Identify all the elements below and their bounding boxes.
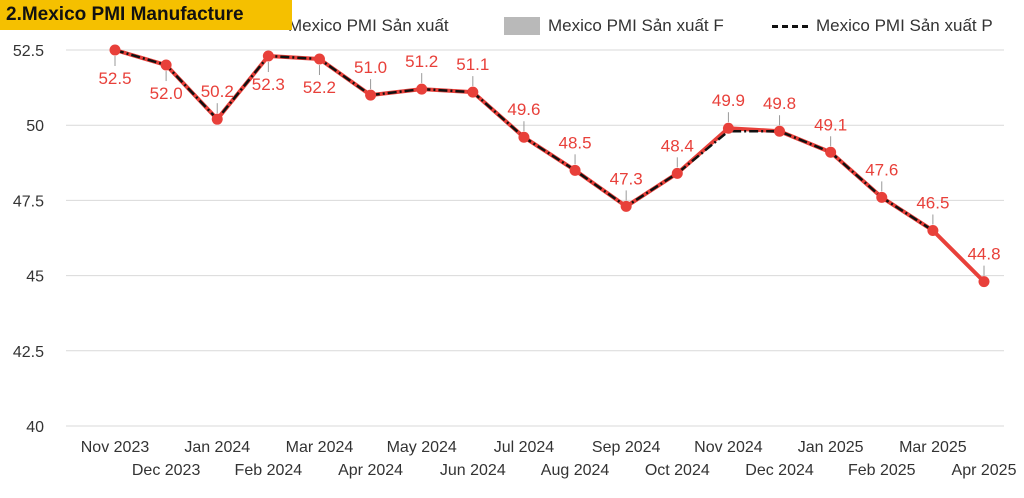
x-tick-label: Sep 2024 <box>592 439 661 456</box>
series-lines <box>109 44 990 288</box>
legend-label: Mexico PMI Sản xuất P <box>816 16 993 35</box>
y-axis-ticks: 52.5 50 47.5 45 42.5 40 <box>13 43 44 436</box>
data-label: 51.1 <box>456 55 489 74</box>
data-point <box>569 164 581 176</box>
chart-title: 2.Mexico PMI Manufacture <box>0 0 292 30</box>
data-point <box>262 50 274 62</box>
x-tick-label: Feb 2024 <box>235 462 303 479</box>
legend-dash-icon <box>772 24 808 28</box>
y-tick-label: 50 <box>26 118 44 135</box>
x-tick-label: Dec 2023 <box>132 462 201 479</box>
gridlines <box>66 49 1004 427</box>
data-label: 51.0 <box>354 58 387 77</box>
data-label: 44.8 <box>967 245 1000 264</box>
data-point <box>825 146 837 158</box>
data-label: 48.4 <box>661 136 694 155</box>
data-point <box>722 122 734 134</box>
data-label: 52.5 <box>98 69 131 88</box>
x-tick-label: Dec 2024 <box>745 462 814 479</box>
x-tick-label: Apr 2024 <box>338 462 403 479</box>
y-tick-label: 40 <box>26 419 44 436</box>
data-point <box>978 276 990 288</box>
data-point <box>927 224 939 236</box>
data-point <box>620 200 632 212</box>
data-label: 52.0 <box>150 84 183 103</box>
data-point <box>416 83 428 95</box>
data-labels: 52.5 52.0 50.2 52.3 52.2 51.0 51.2 51.1 49.6 48.5… <box>98 52 1001 276</box>
legend-item-previous[interactable]: Mexico PMI Sản xuất P <box>772 16 993 36</box>
x-tick-label: Nov 2023 <box>81 439 150 456</box>
x-tick-label: Apr 2025 <box>952 462 1017 479</box>
y-tick-label: 47.5 <box>13 193 44 210</box>
data-label: 47.6 <box>865 160 898 179</box>
data-point <box>467 86 479 98</box>
x-axis-ticks: Nov 2023 Dec 2023 Jan 2024 Feb 2024 Mar 2024… <box>81 439 1017 479</box>
data-label: 51.2 <box>405 52 438 71</box>
data-label: 52.2 <box>303 78 336 97</box>
data-label: 46.5 <box>916 193 949 212</box>
data-point <box>211 113 223 125</box>
data-label: 47.3 <box>610 169 643 188</box>
x-tick-label: Jan 2025 <box>798 439 864 456</box>
data-point <box>876 191 888 203</box>
y-tick-label: 45 <box>26 269 44 286</box>
data-label: 50.2 <box>201 82 234 101</box>
data-label: 52.3 <box>252 75 285 94</box>
x-tick-label: Aug 2024 <box>541 462 610 479</box>
data-label: 49.6 <box>507 100 540 119</box>
legend-label: Mexico PMI Sản xuất <box>288 16 449 35</box>
data-label: 49.9 <box>712 91 745 110</box>
y-tick-label: 42.5 <box>13 344 44 361</box>
x-tick-label: Oct 2024 <box>645 462 710 479</box>
legend-item-forecast[interactable]: Mexico PMI Sản xuất F <box>504 16 724 36</box>
x-tick-label: Feb 2025 <box>848 462 916 479</box>
data-point <box>671 167 683 179</box>
data-point <box>518 131 530 143</box>
legend-box-icon <box>504 17 540 35</box>
x-tick-label: Mar 2024 <box>286 439 354 456</box>
x-tick-label: Jul 2024 <box>494 439 555 456</box>
data-point <box>365 89 377 101</box>
data-point <box>313 53 325 65</box>
x-tick-label: Nov 2024 <box>694 439 763 456</box>
x-tick-label: Jun 2024 <box>440 462 506 479</box>
y-tick-label: 52.5 <box>13 43 44 60</box>
data-label: 48.5 <box>559 133 592 152</box>
legend-label: Mexico PMI Sản xuất F <box>548 16 724 35</box>
data-label: 49.8 <box>763 94 796 113</box>
x-tick-label: Jan 2024 <box>184 439 250 456</box>
x-tick-label: Mar 2025 <box>899 439 967 456</box>
data-point <box>109 44 121 56</box>
data-point <box>774 125 786 137</box>
x-tick-label: May 2024 <box>387 439 457 456</box>
data-point <box>160 59 172 71</box>
data-label: 49.1 <box>814 115 847 134</box>
